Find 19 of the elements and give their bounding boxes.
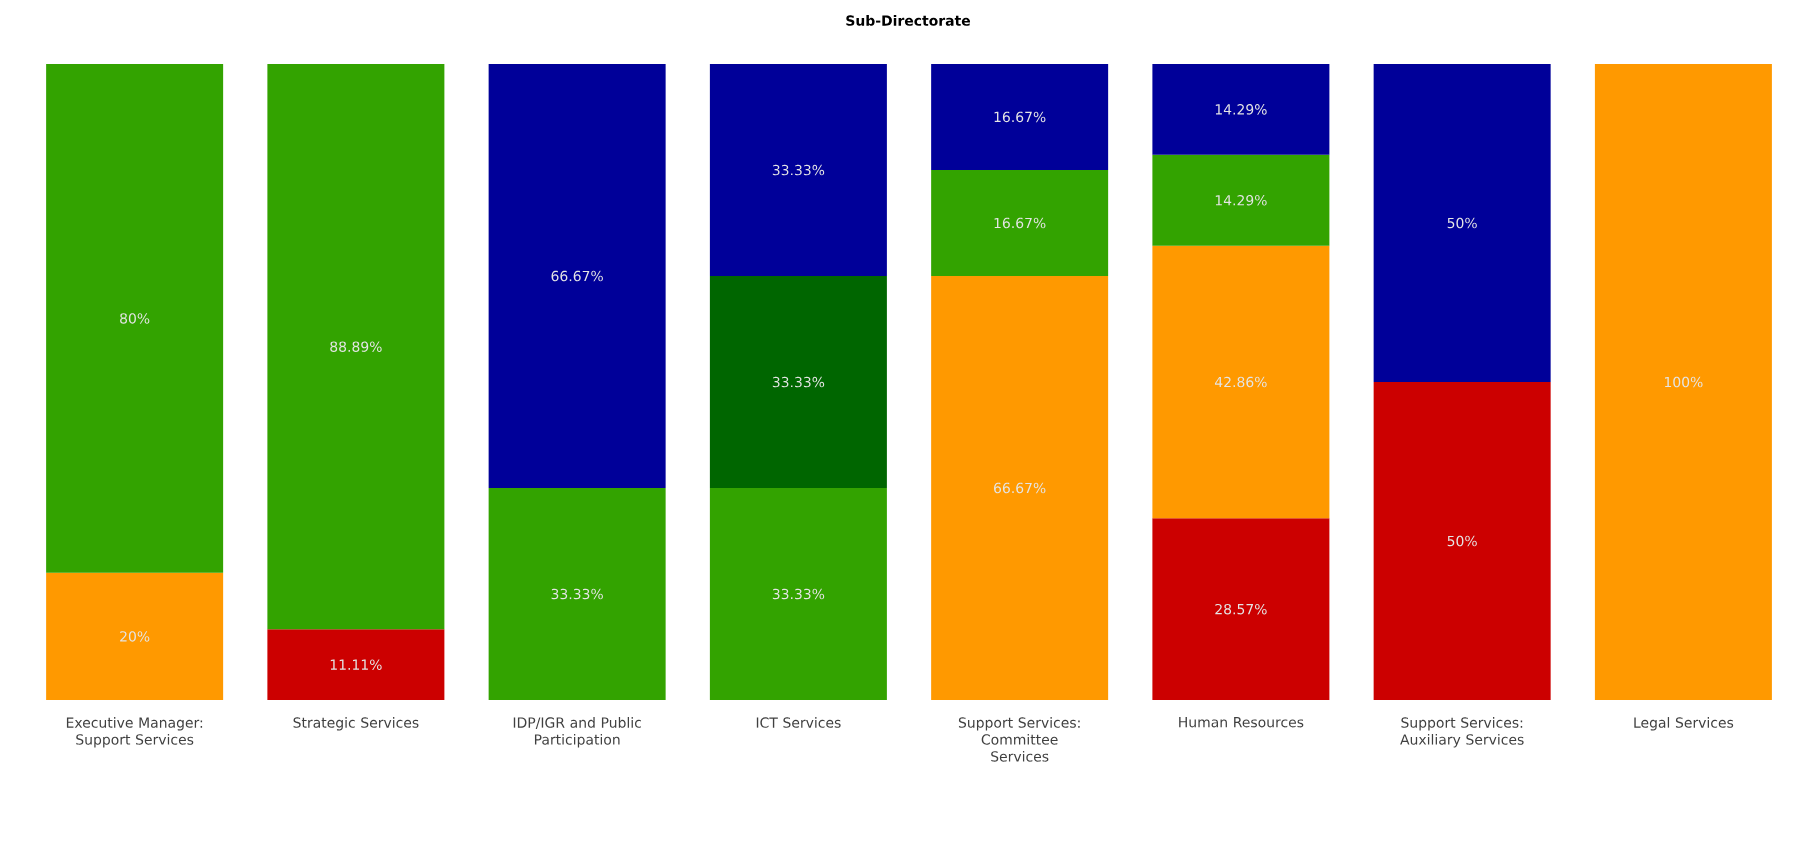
bar	[931, 63, 1109, 170]
bar	[488, 63, 666, 489]
bar	[1152, 245, 1330, 519]
bar	[931, 169, 1109, 276]
bar	[1373, 381, 1551, 700]
bar	[46, 63, 224, 573]
bar	[931, 275, 1109, 700]
bar	[267, 629, 445, 700]
bar	[1373, 63, 1551, 382]
bar	[709, 276, 887, 489]
bar	[267, 63, 445, 630]
bar	[46, 572, 224, 700]
bar	[1594, 63, 1772, 700]
bar	[1152, 518, 1330, 700]
bar	[488, 488, 666, 700]
bar	[1152, 154, 1330, 246]
bar	[709, 488, 887, 700]
bar	[709, 64, 887, 277]
bar	[1152, 63, 1330, 155]
